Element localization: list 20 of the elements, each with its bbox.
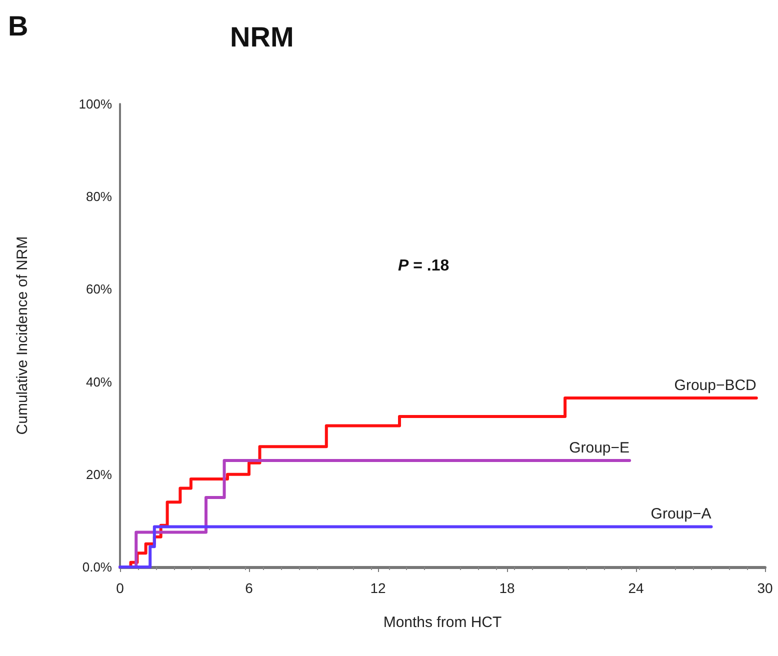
x-tick-label: 12: [370, 580, 386, 596]
x-tick-label: 24: [628, 580, 644, 596]
text: B: [8, 10, 28, 42]
series-label: Group−E: [569, 440, 630, 457]
y-tick-label: 40%: [86, 374, 112, 390]
x-tick-label: 0: [116, 580, 124, 596]
y-tick-label: 20%: [86, 466, 112, 482]
y-tick-label: 100%: [78, 96, 112, 112]
x-axis-title: Months from HCT: [383, 614, 502, 631]
y-tick-label: 60%: [86, 282, 112, 297]
annotation: P = .18: [398, 258, 450, 274]
x-tick-label: 6: [245, 580, 254, 596]
y-tick-label: 0.0%: [82, 560, 112, 574]
y-axis-title: Cumulative Incidence of NRM: [14, 236, 31, 435]
series-label: Group−BCD: [674, 377, 757, 394]
series-label: Group−A: [650, 506, 712, 523]
y-tick-label: 80%: [86, 189, 112, 204]
x-tick-label: 30: [757, 580, 773, 596]
chart-title: NRM: [230, 22, 294, 52]
x-tick-label: 18: [499, 580, 515, 596]
